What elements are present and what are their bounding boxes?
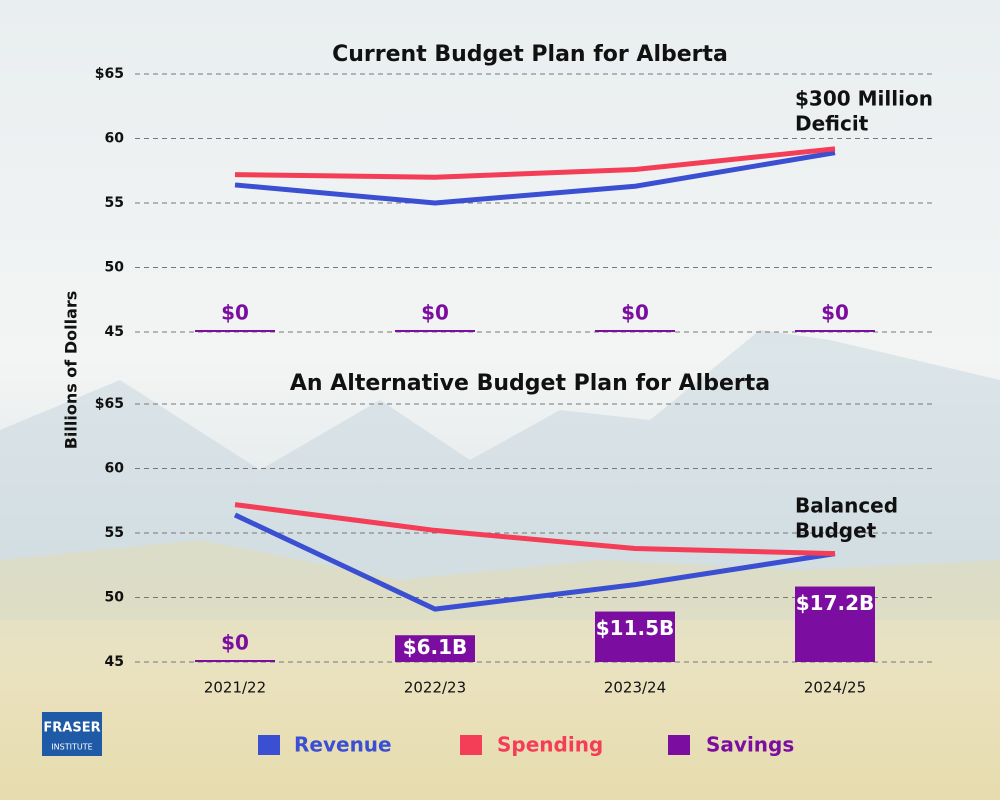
bar [795,586,875,662]
y-axis-label: Billions of Dollars [62,291,81,450]
bar-value-label: $0 [821,301,849,325]
chart-title: An Alternative Budget Plan for Alberta [290,371,770,396]
legend-label: Spending [497,733,603,757]
y-tick-label: 45 [105,654,124,670]
bar-value-label: $0 [421,301,449,325]
legend-label: Savings [706,733,794,757]
y-tick-label: 55 [105,195,124,211]
x-tick-label: 2024/25 [804,679,866,697]
bar-value-label: $0 [221,631,249,655]
logo-box [42,712,102,756]
annotation: Balanced [795,494,898,518]
bar [395,330,475,332]
y-tick-label: 60 [105,131,125,147]
annotation: Deficit [795,112,869,136]
x-tick-label: 2022/23 [404,679,466,697]
bar [395,635,475,662]
line-series [233,512,836,612]
y-tick-label: 55 [105,525,124,541]
logo-text: INSTITUTE [51,743,92,752]
y-tick-label: 60 [105,461,125,477]
x-tick-label: 2021/22 [204,679,266,697]
legend-label: Revenue [294,733,392,757]
annotation: Budget [795,519,877,543]
annotation: $300 Million [795,87,933,111]
chart-title: Current Budget Plan for Alberta [332,42,728,67]
bar [595,611,675,662]
y-tick-label: 50 [105,590,125,606]
x-tick-label: 2023/24 [604,679,666,697]
bar [195,660,275,662]
legend-swatch [460,735,482,755]
mountains [0,330,1000,620]
bar-value-label: $17.2B [796,591,875,615]
y-tick-label: 50 [105,260,125,276]
field [0,540,1000,800]
bar [795,330,875,332]
y-tick-label: $65 [95,396,124,412]
line-series [234,146,836,180]
legend-swatch [258,735,280,755]
bar-value-label: $6.1B [403,635,468,659]
bar-value-label: $0 [221,301,249,325]
legend-swatch [668,735,690,755]
bar [195,330,275,332]
bar-value-label: $0 [621,301,649,325]
bar [595,330,675,332]
y-tick-label: 45 [105,324,124,340]
line-series [234,150,836,206]
line-series [234,502,836,557]
logo-text: FRASER [43,721,100,736]
bar-value-label: $11.5B [596,616,675,640]
y-tick-label: $65 [95,66,124,82]
